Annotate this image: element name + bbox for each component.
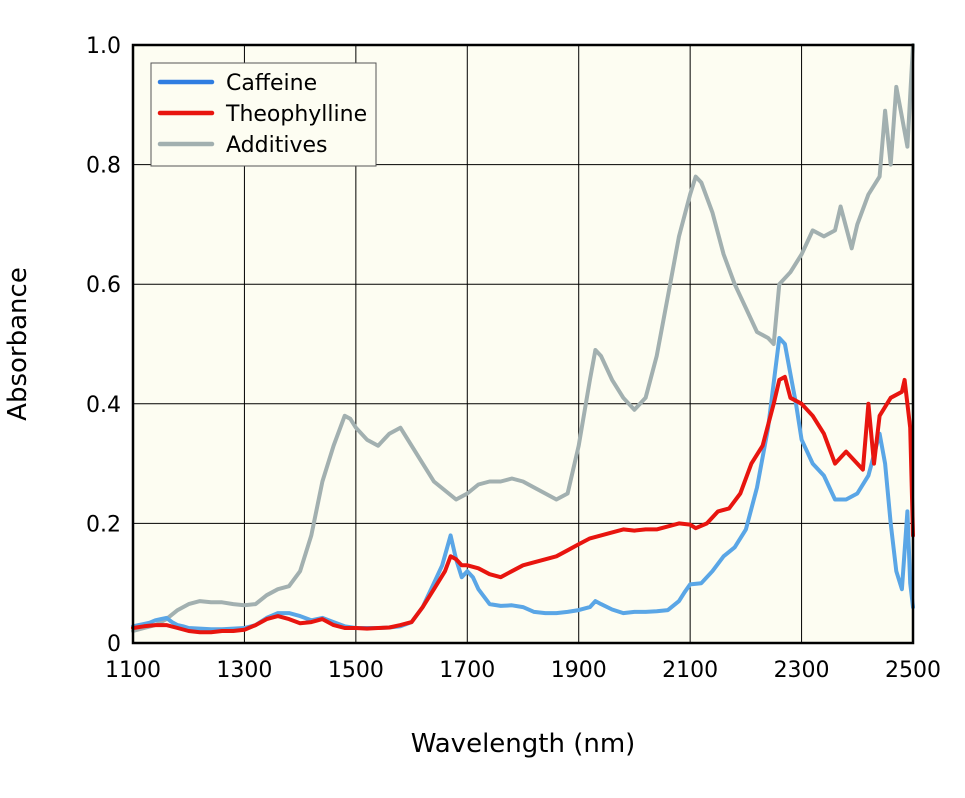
legend-items: Caffeine Theophylline Additives	[157, 71, 367, 158]
x-axis: 1100 1300 1500 1700 1900 2100 2300 2500	[105, 658, 941, 683]
x-tick-label: 2100	[662, 658, 718, 683]
x-axis-title: Wavelength (nm)	[411, 729, 636, 759]
series-line-caffeine	[131, 336, 915, 632]
plot-frame	[131, 43, 915, 645]
y-tick-label: 0.4	[86, 393, 121, 418]
x-tick-label: 1300	[216, 658, 272, 683]
x-tick-label: 1700	[439, 658, 495, 683]
legend-label: Caffeine	[226, 71, 317, 96]
y-tick-label: 1.0	[86, 34, 121, 59]
y-axis-title: Absorbance	[3, 267, 33, 421]
legend-label: Theophylline	[225, 102, 367, 127]
legend: Caffeine Theophylline Additives	[150, 62, 377, 167]
legend-label: Additives	[226, 133, 327, 158]
x-tick-label: 1500	[328, 658, 384, 683]
y-tick-label: 0.8	[86, 154, 121, 179]
x-tick-label: 2300	[774, 658, 830, 683]
series-line-additives	[131, 43, 915, 633]
x-tick-label: 2500	[885, 658, 941, 683]
series-lines	[131, 43, 915, 635]
y-axis: 0 0.2 0.4 0.6 0.8 1.0	[86, 34, 121, 657]
series-line-theophylline	[131, 374, 915, 635]
y-tick-label: 0.2	[86, 512, 121, 537]
y-tick-label: 0.6	[86, 273, 121, 298]
x-tick-label: 1900	[551, 658, 607, 683]
x-tick-label: 1100	[105, 658, 161, 683]
y-tick-label: 0	[107, 632, 121, 657]
